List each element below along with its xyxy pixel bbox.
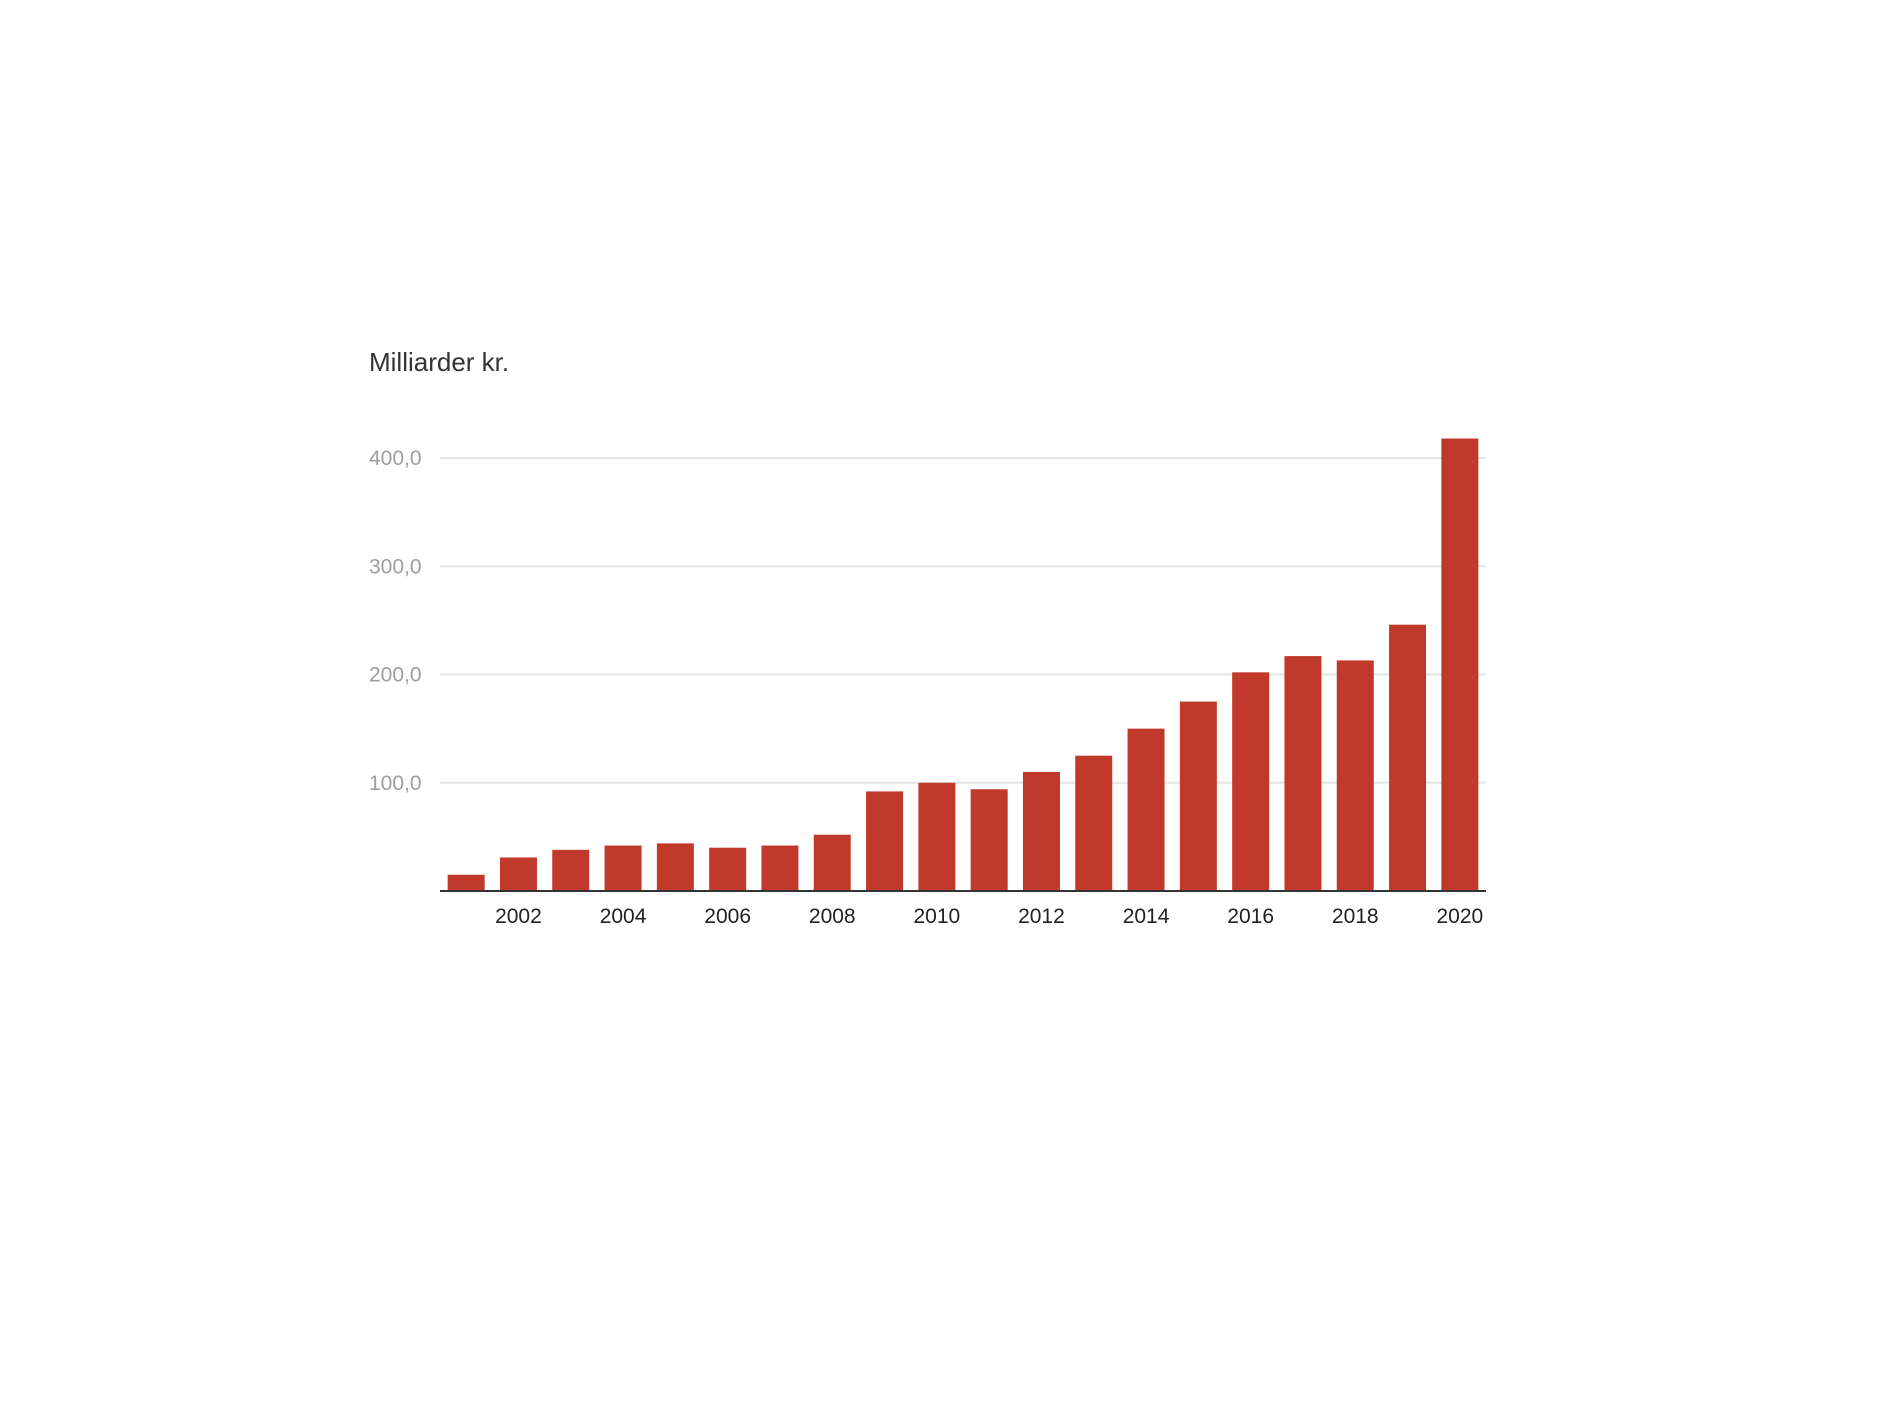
- bar-2009: [866, 791, 904, 891]
- bar-2016: [1232, 672, 1270, 891]
- bar-2012: [1022, 771, 1060, 891]
- y-axis-title: Milliarder kr.: [369, 347, 509, 377]
- y-tick-label: 100,0: [369, 772, 422, 795]
- bar-2004: [604, 845, 642, 891]
- bar-2007: [761, 845, 799, 891]
- x-tick-label: 2008: [809, 905, 856, 928]
- x-tick-label: 2002: [495, 905, 542, 928]
- bar-2018: [1336, 660, 1374, 891]
- bar-2010: [918, 782, 956, 891]
- bar-2005: [656, 843, 694, 891]
- bar-2002: [499, 857, 537, 891]
- x-tick-label: 2010: [913, 905, 960, 928]
- x-tick-label: 2018: [1332, 905, 1379, 928]
- bar-2011: [970, 789, 1008, 891]
- y-tick-label: 200,0: [369, 664, 422, 687]
- x-tick-label: 2012: [1018, 905, 1065, 928]
- y-tick-label: 400,0: [369, 447, 422, 470]
- bar-2006: [709, 847, 747, 891]
- bar-2020: [1441, 438, 1479, 891]
- x-axis-ticks: 2002 2004 2006 2008 2010 2012 2014 2016 2018 2020: [495, 905, 1483, 928]
- x-tick-label: 2014: [1123, 905, 1170, 928]
- bars: [447, 438, 1479, 891]
- bar-2001: [447, 874, 485, 891]
- x-tick-label: 2006: [704, 905, 751, 928]
- bar-2003: [552, 849, 590, 891]
- y-axis-ticks: 100,0 200,0 300,0 400,0: [369, 447, 422, 795]
- gridlines: [440, 457, 1486, 784]
- bar-2014: [1127, 728, 1165, 891]
- y-tick-label: 300,0: [369, 555, 422, 578]
- x-tick-label: 2020: [1436, 905, 1483, 928]
- bar-2019: [1389, 624, 1427, 891]
- bar-2013: [1075, 755, 1113, 891]
- x-tick-label: 2004: [600, 905, 647, 928]
- bar-2015: [1179, 701, 1217, 891]
- bar-2008: [813, 834, 851, 891]
- bar-2017: [1284, 656, 1322, 891]
- x-tick-label: 2016: [1227, 905, 1274, 928]
